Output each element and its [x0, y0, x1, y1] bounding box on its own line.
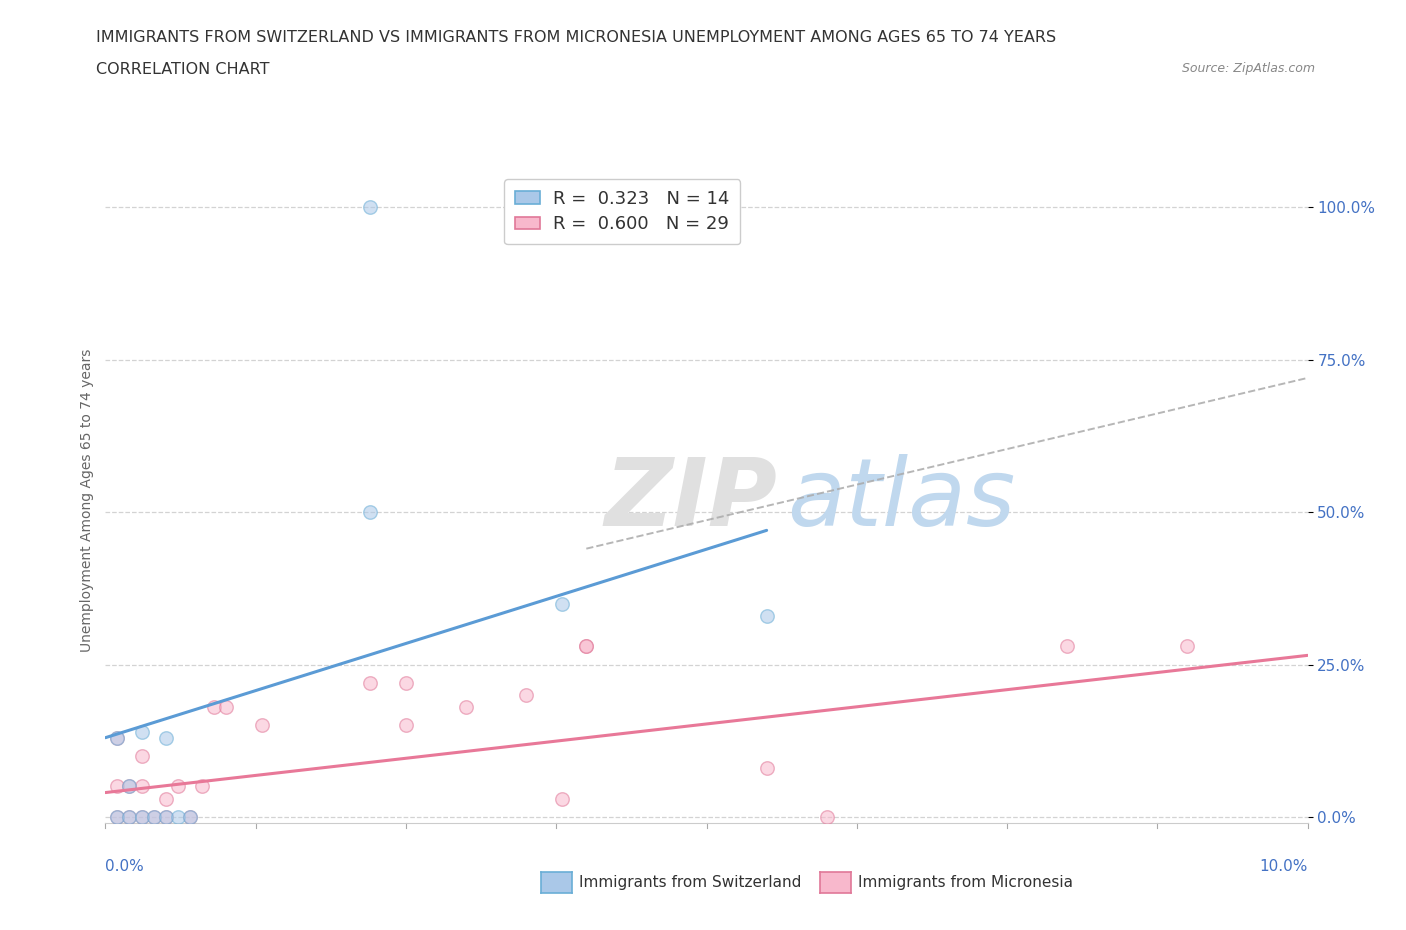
Point	[755, 761, 778, 776]
Point	[755, 608, 778, 623]
Point	[515, 687, 537, 702]
Point	[131, 779, 153, 794]
Point	[359, 505, 381, 520]
Text: Source: ZipAtlas.com: Source: ZipAtlas.com	[1181, 62, 1315, 75]
Text: Immigrants from Micronesia: Immigrants from Micronesia	[858, 875, 1073, 890]
Point	[155, 809, 177, 824]
Point	[359, 675, 381, 690]
Point	[190, 779, 212, 794]
Point	[155, 791, 177, 806]
Y-axis label: Unemployment Among Ages 65 to 74 years: Unemployment Among Ages 65 to 74 years	[80, 348, 94, 652]
Legend: R =  0.323   N = 14, R =  0.600   N = 29: R = 0.323 N = 14, R = 0.600 N = 29	[505, 179, 741, 245]
Point	[107, 730, 129, 745]
Text: IMMIGRANTS FROM SWITZERLAND VS IMMIGRANTS FROM MICRONESIA UNEMPLOYMENT AMONG AGE: IMMIGRANTS FROM SWITZERLAND VS IMMIGRANT…	[96, 30, 1056, 45]
Point	[118, 779, 141, 794]
Point	[202, 699, 225, 714]
Point	[1056, 639, 1078, 654]
Point	[142, 809, 165, 824]
Point	[166, 779, 188, 794]
Point	[575, 639, 598, 654]
Point	[551, 596, 574, 611]
Text: ZIP: ZIP	[605, 454, 778, 546]
Text: 0.0%: 0.0%	[105, 858, 145, 873]
Point	[131, 809, 153, 824]
Point	[250, 718, 273, 733]
Point	[1175, 639, 1198, 654]
Text: atlas: atlas	[787, 455, 1015, 545]
Text: CORRELATION CHART: CORRELATION CHART	[96, 62, 269, 77]
Point	[142, 809, 165, 824]
Point	[179, 809, 201, 824]
Point	[395, 718, 418, 733]
Point	[107, 779, 129, 794]
Point	[107, 809, 129, 824]
Point	[179, 809, 201, 824]
Point	[107, 809, 129, 824]
Point	[551, 791, 574, 806]
Point	[359, 200, 381, 215]
Point	[107, 730, 129, 745]
Point	[131, 749, 153, 764]
Point	[575, 639, 598, 654]
Point	[155, 809, 177, 824]
Text: 10.0%: 10.0%	[1260, 858, 1308, 873]
Point	[118, 809, 141, 824]
Point	[395, 675, 418, 690]
Point	[118, 779, 141, 794]
Point	[131, 724, 153, 739]
Text: Immigrants from Switzerland: Immigrants from Switzerland	[579, 875, 801, 890]
Point	[118, 809, 141, 824]
Point	[815, 809, 838, 824]
Point	[166, 809, 188, 824]
Point	[214, 699, 236, 714]
Point	[454, 699, 477, 714]
Point	[131, 809, 153, 824]
Point	[155, 730, 177, 745]
